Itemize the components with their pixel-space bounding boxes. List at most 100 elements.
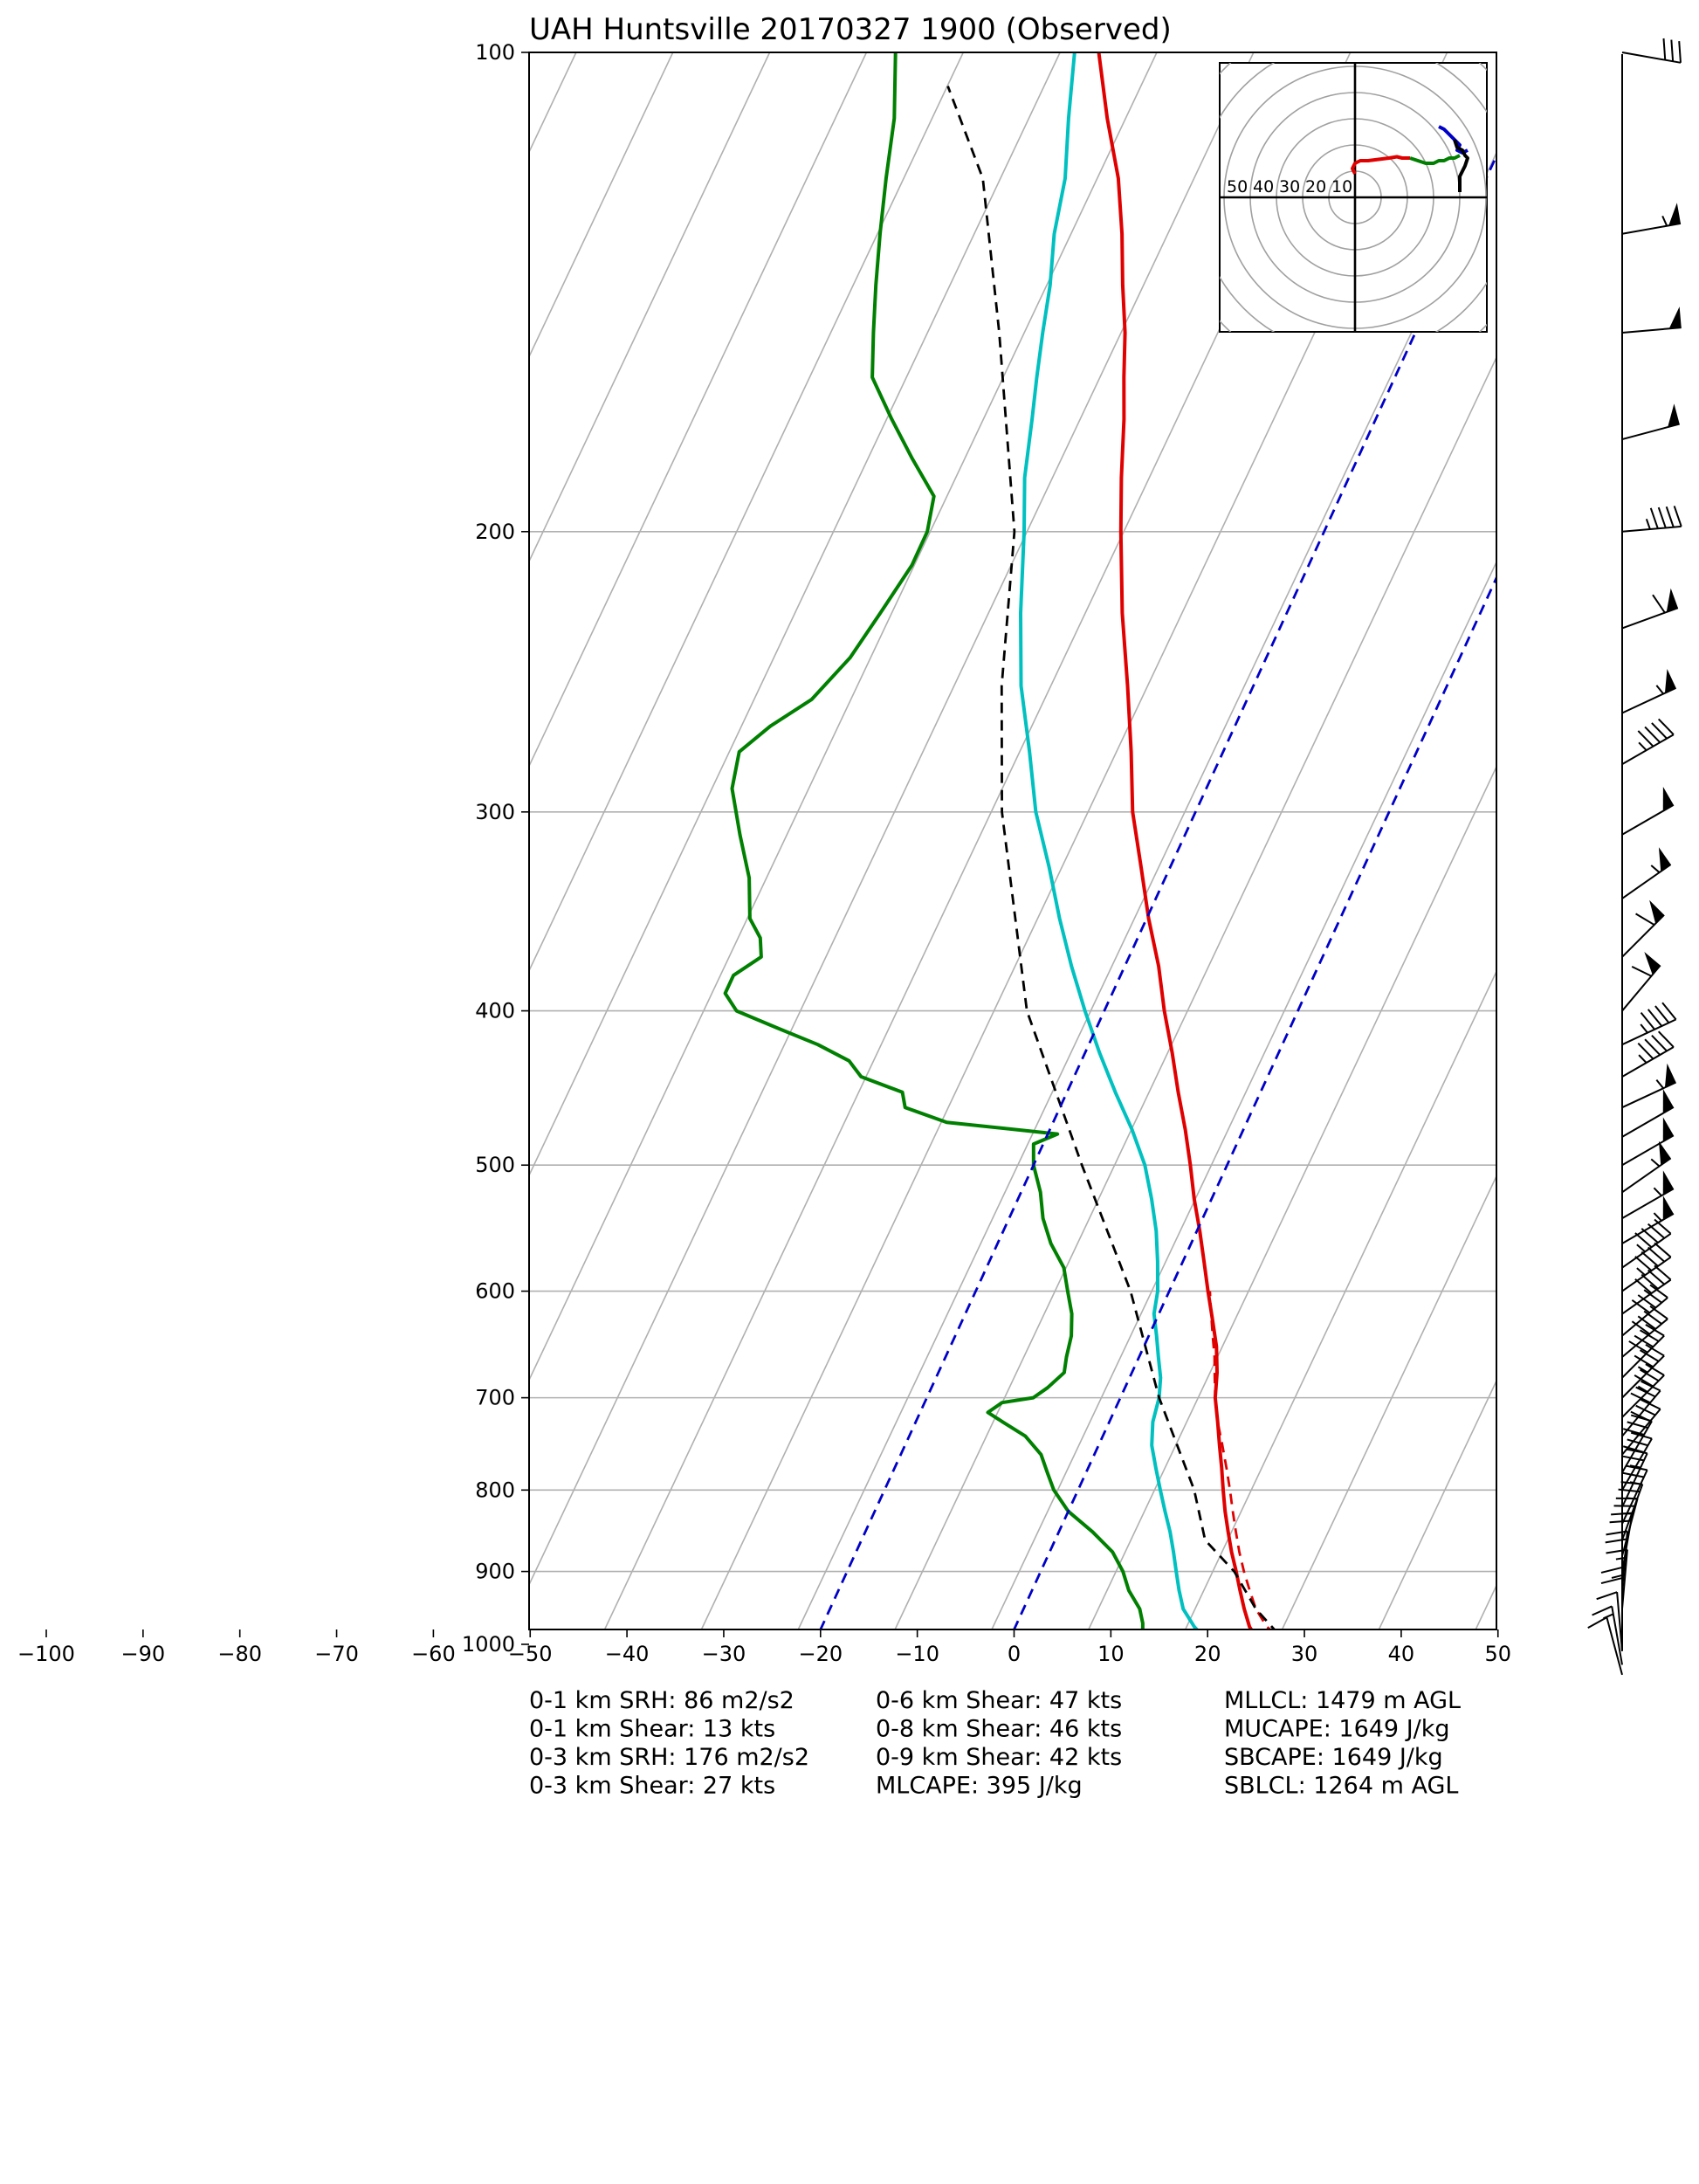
sounding-traces — [723, 52, 1496, 1629]
barb-shaft — [1621, 686, 1677, 714]
barb-half — [1653, 1212, 1662, 1222]
barb-full — [1631, 1299, 1650, 1314]
barb-shaft — [1621, 327, 1682, 334]
barb-flag — [1662, 1195, 1674, 1220]
y-tick-label: 700 — [475, 1386, 515, 1410]
stat-line: MUCAPE: 1649 J/kg — [1224, 1716, 1450, 1743]
barb-full — [1657, 718, 1675, 735]
y-tick-label: 500 — [475, 1153, 515, 1177]
wind-barb — [1621, 1323, 1665, 1379]
wind-barb — [1621, 1030, 1675, 1078]
isotherm-line — [0, 52, 479, 1629]
plot-frame — [528, 52, 1497, 1630]
series-line-1 — [1019, 52, 1200, 1629]
x-tick-label: 30 — [1291, 1642, 1318, 1666]
barb-full — [1628, 1340, 1648, 1354]
barb-full — [1609, 1519, 1632, 1524]
barb-shaft — [1621, 1157, 1672, 1194]
barb-full — [1627, 1438, 1648, 1447]
barb-full — [1643, 1289, 1662, 1304]
barb-full — [1626, 1448, 1647, 1455]
stat-line: 0-1 km SRH: 86 m2/s2 — [529, 1687, 794, 1714]
x-tick-label: −80 — [217, 1642, 262, 1666]
barb-full — [1647, 1009, 1663, 1027]
isotherm-line — [1088, 765, 1496, 1629]
wind-barb — [1621, 1242, 1672, 1292]
barb-full — [1635, 1404, 1656, 1416]
barb-full — [1634, 1334, 1654, 1348]
barb-full — [1673, 506, 1682, 527]
barb-full — [1670, 39, 1675, 62]
wind-barb — [1621, 1218, 1672, 1269]
barb-flag — [1662, 786, 1674, 811]
wind-barb — [1621, 203, 1682, 235]
barb-full — [1634, 1278, 1653, 1294]
barb-full — [1641, 1228, 1659, 1244]
barb-full — [1644, 726, 1661, 743]
barb-full — [1651, 1035, 1668, 1052]
hodograph-ring-label: 50 — [1227, 177, 1248, 196]
wind-barb — [1621, 588, 1679, 630]
barb-half — [1653, 1187, 1662, 1196]
stat-line: MLCAPE: 395 J/kg — [876, 1773, 1083, 1800]
barb-full — [1611, 1512, 1633, 1516]
x-tick-label: 20 — [1194, 1642, 1221, 1666]
barb-full — [1634, 1256, 1653, 1271]
y-tick-label: 400 — [475, 999, 515, 1023]
wind-barb — [1621, 1431, 1653, 1491]
barb-shaft — [1621, 1018, 1677, 1046]
wind-barb — [1621, 669, 1677, 714]
wind-barb — [1621, 1464, 1648, 1525]
x-tick-label: −20 — [798, 1642, 843, 1666]
series-line-0 — [1097, 52, 1254, 1629]
chart-title: UAH Huntsville 20170327 1900 (Observed) — [529, 12, 1172, 47]
wind-barb — [1621, 718, 1675, 766]
barb-half — [1655, 1078, 1664, 1089]
isotherm-line — [0, 52, 285, 1629]
wind-barb — [1621, 1380, 1661, 1437]
barb-half — [1655, 685, 1664, 695]
x-tick-label: 50 — [1484, 1642, 1511, 1666]
x-tick-label: −90 — [121, 1642, 166, 1666]
barb-full — [1649, 1305, 1668, 1320]
hodograph-trace-1 — [1409, 154, 1461, 165]
barb-shaft — [1621, 1374, 1665, 1418]
barb-full — [1592, 1605, 1613, 1616]
barb-half — [1629, 1464, 1641, 1469]
barb-full — [1647, 1246, 1665, 1263]
stat-line: MLLCL: 1479 m AGL — [1224, 1687, 1461, 1714]
y-tick-label: 800 — [475, 1478, 515, 1502]
barb-full — [1654, 1264, 1672, 1281]
barb-shaft — [1621, 1232, 1672, 1269]
barb-full — [1652, 594, 1666, 614]
barb-full — [1634, 1354, 1654, 1368]
isobar-grid — [529, 52, 1496, 1573]
wind-barbs — [1587, 38, 1682, 1676]
barb-full — [1641, 1398, 1661, 1410]
isotherm-line — [529, 52, 771, 563]
barb-flag — [1662, 1089, 1674, 1113]
barb-shaft — [1621, 1354, 1665, 1399]
barb-full — [1634, 1374, 1654, 1388]
stat-line: 0-9 km Shear: 42 kts — [876, 1744, 1122, 1771]
barb-flag — [1668, 203, 1681, 226]
barb-full — [1605, 1538, 1627, 1544]
isotherm-line — [529, 52, 1061, 1177]
isotherm-line — [1184, 969, 1496, 1629]
barb-full — [1637, 1294, 1656, 1309]
barb-full — [1643, 1310, 1662, 1325]
barb-full — [1630, 1431, 1653, 1440]
x-tick-label: 40 — [1388, 1642, 1415, 1666]
hodograph-inset: 50 40 30 20 10 — [1219, 62, 1488, 333]
barb-full — [1627, 1421, 1648, 1430]
barb-full — [1639, 1329, 1660, 1342]
wind-barb — [1587, 1616, 1623, 1676]
hodograph-ring-label: 40 — [1253, 177, 1274, 196]
barb-shaft — [1621, 1297, 1668, 1337]
barb-shaft — [1621, 1106, 1675, 1138]
wind-barb — [1621, 899, 1665, 958]
x-tick-label: −30 — [702, 1642, 746, 1666]
wind-barb — [1621, 1305, 1668, 1358]
y-tick-label: 1000 — [462, 1632, 515, 1657]
y-tick-label: 600 — [475, 1279, 515, 1304]
